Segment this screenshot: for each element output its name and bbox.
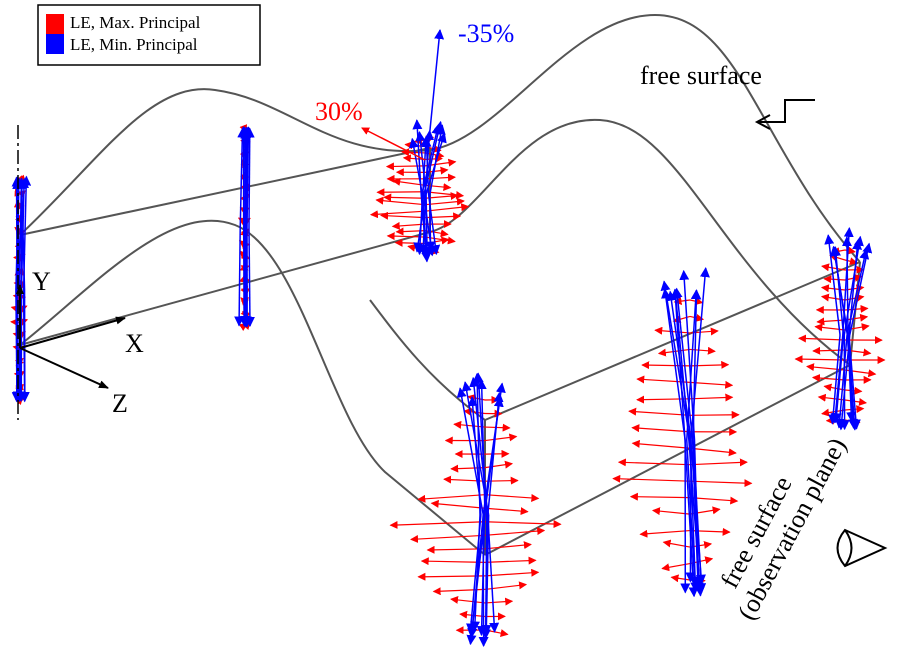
vector (425, 239, 449, 243)
vector (824, 279, 845, 280)
vector (817, 320, 845, 322)
vector (411, 535, 485, 539)
vector (690, 448, 736, 453)
annotation-group: free surface (observation plane) (705, 419, 852, 625)
vector (418, 495, 485, 500)
axis-arrow (20, 348, 108, 388)
vector (613, 479, 690, 482)
axis-label: Z (112, 389, 128, 418)
vector (485, 630, 508, 634)
vector (391, 522, 485, 525)
vector (659, 349, 690, 353)
vector (432, 503, 485, 508)
annotation: -35% (458, 19, 514, 48)
vector (799, 338, 845, 340)
vector (690, 349, 715, 351)
surface-curve (370, 300, 485, 420)
vector (675, 290, 685, 440)
vector (485, 427, 510, 428)
vector (485, 572, 538, 576)
vector (485, 398, 500, 515)
vector (619, 462, 690, 465)
legend-label: LE, Min. Principal (70, 35, 198, 54)
diagram: Y X Z LE, Max. Principal LE, Min. Princi… (0, 0, 909, 647)
legend: LE, Max. Principal LE, Min. Principal (38, 5, 260, 65)
vector (813, 350, 845, 351)
vector (631, 497, 690, 498)
vector (672, 577, 690, 580)
vector (485, 585, 526, 590)
annotation: free surface (640, 61, 762, 90)
vector (488, 515, 495, 632)
vector (485, 601, 512, 603)
vector (371, 211, 425, 215)
vector (376, 200, 425, 205)
vector (405, 145, 425, 147)
eye-icon (838, 530, 886, 566)
vector (690, 365, 728, 366)
axis-label: Y (32, 267, 51, 296)
vector (428, 549, 485, 550)
vector (822, 266, 845, 270)
vector (835, 247, 843, 335)
legend-swatch (46, 14, 64, 34)
legend-label: LE, Max. Principal (70, 13, 201, 32)
vector (485, 560, 536, 562)
vector (845, 420, 860, 423)
vector (485, 530, 544, 535)
surface-curve (20, 221, 485, 555)
axis-label: X (125, 329, 144, 358)
vector (690, 397, 732, 399)
vector (845, 400, 866, 403)
vector (384, 197, 425, 198)
vector (633, 443, 690, 448)
vector (815, 327, 845, 330)
vector (422, 561, 485, 562)
vector (381, 215, 425, 217)
surfaces (20, 15, 860, 555)
vector (425, 206, 468, 211)
vector (249, 129, 250, 228)
vector (485, 544, 531, 548)
vector (690, 481, 751, 483)
vector (485, 464, 512, 468)
vector (454, 424, 485, 427)
vector (430, 195, 431, 251)
vector (640, 531, 690, 535)
annotation: 30% (315, 97, 363, 126)
vector (485, 481, 518, 482)
vector (664, 542, 690, 547)
vector (245, 228, 246, 326)
vector (653, 510, 690, 514)
edge (20, 232, 430, 345)
vector (239, 228, 240, 326)
legend-swatch (46, 34, 64, 54)
vector (485, 508, 528, 511)
vector (485, 495, 538, 499)
vector (822, 288, 845, 290)
vector (690, 415, 739, 416)
vector (377, 192, 425, 193)
vector (830, 255, 845, 260)
vector (249, 228, 250, 327)
vector (690, 462, 747, 465)
vector (451, 599, 485, 603)
vector (632, 428, 690, 432)
vector (485, 437, 516, 441)
